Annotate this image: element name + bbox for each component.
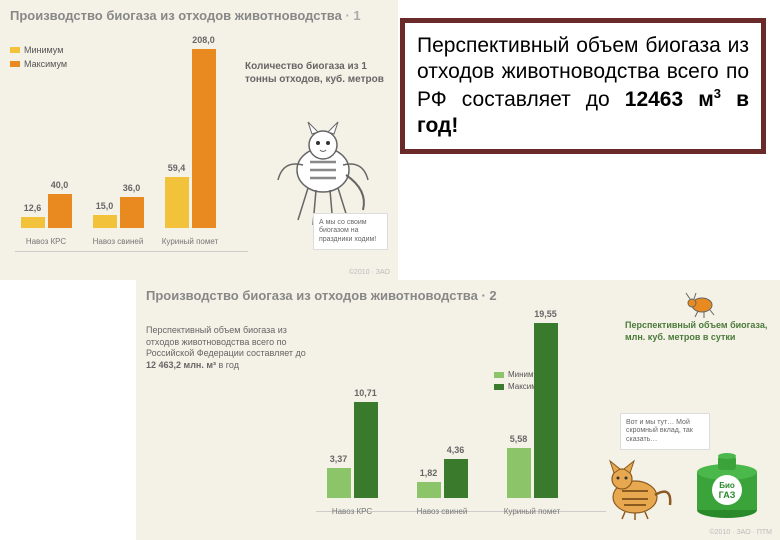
chart2-caption-right: Перспективный объем биогаза, млн. куб. м… bbox=[625, 320, 770, 343]
bar-max: 10,71 bbox=[354, 402, 378, 498]
bar-value: 5,58 bbox=[510, 434, 528, 444]
bar-xlabel: Навоз свиней bbox=[411, 507, 473, 516]
bar-group: 5,58 19,55 Куриный помет bbox=[501, 323, 563, 498]
chart1-panel: Производство биогаза из отходов животнов… bbox=[0, 0, 398, 280]
bar-max: 4,36 bbox=[444, 459, 468, 498]
chart2-title-text: Производство биогаза из отходов животнов… bbox=[146, 288, 478, 303]
bar-value: 19,55 bbox=[534, 309, 557, 319]
bar-value: 208,0 bbox=[192, 35, 215, 45]
gas-can-icon: Био ГАЗ bbox=[690, 450, 765, 520]
chart2-panel: Производство биогаза из отходов животнов… bbox=[136, 280, 780, 540]
chart2-caption-before: Перспективный объем биогаза из отходов ж… bbox=[146, 325, 306, 358]
callout-value: 12463 м bbox=[625, 88, 714, 111]
svg-text:Био: Био bbox=[719, 481, 735, 490]
chart1-title-text: Производство биогаза из отходов животнов… bbox=[10, 8, 342, 23]
bar-xlabel: Навоз свиней bbox=[87, 237, 149, 246]
bar-group: 12,6 40,0 Навоз КРС bbox=[15, 194, 77, 229]
bar-group: 59,4 208,0 Куриный помет bbox=[159, 49, 221, 229]
bar-xlabel: Куриный помет bbox=[159, 237, 221, 246]
gas-canister: Био ГАЗ bbox=[690, 450, 765, 520]
chart1-speech-note: А мы со своим биогазом на праздники ходи… bbox=[313, 213, 388, 250]
bar-min: 59,4 bbox=[165, 177, 189, 228]
callout-box: Перспективный объем биогаза из отходов ж… bbox=[400, 18, 766, 154]
cat2-illustration bbox=[600, 455, 675, 520]
bar-group: 3,37 10,71 Навоз КРС bbox=[321, 402, 383, 498]
bar-value: 59,4 bbox=[168, 163, 186, 173]
chart1-credit: ©2010 · ЗАО bbox=[349, 269, 390, 276]
bar-xlabel: Навоз КРС bbox=[15, 237, 77, 246]
chart2-bars: 3,37 10,71 Навоз КРС 1,82 4,36 Навоз сви… bbox=[321, 310, 601, 520]
bar-max: 19,55 bbox=[534, 323, 558, 498]
bug-illustration bbox=[680, 285, 720, 320]
chart2-title-suffix: · 2 bbox=[478, 288, 497, 303]
chart2-credit: ©2010 · ЗАО · ПТМ bbox=[710, 529, 773, 536]
bar-value: 4,36 bbox=[447, 445, 465, 455]
chart2-caption-after: в год bbox=[216, 360, 239, 370]
bar-min: 5,58 bbox=[507, 448, 531, 498]
bar-min: 1,82 bbox=[417, 482, 441, 498]
bar-max: 36,0 bbox=[120, 197, 144, 228]
bar-value: 36,0 bbox=[123, 183, 141, 193]
chart2-speech-note: Вот и мы тут… Мой скромный вклад, так ск… bbox=[620, 413, 710, 450]
chart1-bars: 12,6 40,0 Навоз КРС 15,0 36,0 Навоз свин… bbox=[15, 40, 245, 250]
bar-group: 15,0 36,0 Навоз свиней bbox=[87, 197, 149, 228]
bar-xlabel: Навоз КРС bbox=[321, 507, 383, 516]
chart1-title: Производство биогаза из отходов животнов… bbox=[0, 0, 398, 27]
chart1-baseline bbox=[15, 251, 248, 252]
bar-value: 12,6 bbox=[24, 203, 42, 213]
bar-group: 1,82 4,36 Навоз свиней bbox=[411, 459, 473, 498]
chart2-caption-left: Перспективный объем биогаза из отходов ж… bbox=[146, 325, 311, 372]
bar-value: 3,37 bbox=[330, 454, 348, 464]
chart1-caption: Количество биогаза из 1 тонны отходов, к… bbox=[245, 60, 385, 86]
bar-value: 40,0 bbox=[51, 180, 69, 190]
cat2-icon bbox=[600, 455, 675, 520]
chart2-caption-value: 12 463,2 млн. м³ bbox=[146, 360, 216, 370]
bar-max: 40,0 bbox=[48, 194, 72, 229]
bar-value: 1,82 bbox=[420, 468, 438, 478]
svg-text:ГАЗ: ГАЗ bbox=[719, 490, 736, 500]
chart1-title-suffix: · 1 bbox=[342, 8, 361, 23]
bar-max: 208,0 bbox=[192, 49, 216, 229]
bar-min: 12,6 bbox=[21, 217, 45, 228]
callout-sup: 3 bbox=[714, 86, 721, 101]
bar-min: 15,0 bbox=[93, 215, 117, 228]
bar-min: 3,37 bbox=[327, 468, 351, 498]
bar-xlabel: Куриный помет bbox=[501, 507, 563, 516]
bar-value: 10,71 bbox=[354, 388, 377, 398]
bar-value: 15,0 bbox=[96, 201, 114, 211]
bug-icon bbox=[680, 285, 720, 320]
